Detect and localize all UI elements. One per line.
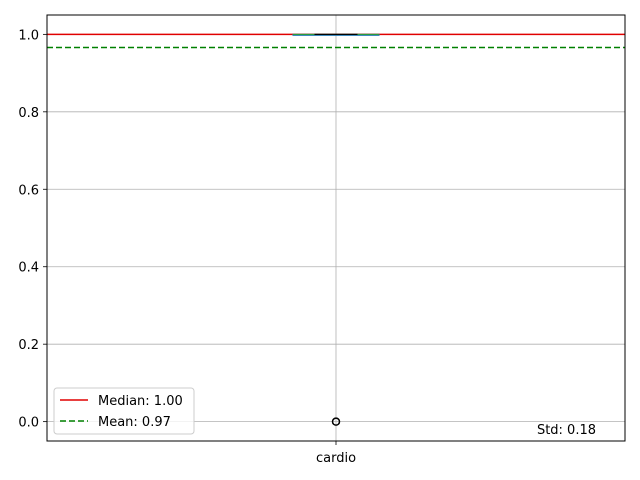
y-tick-label: 0.2 xyxy=(18,338,39,353)
legend-mean-label: Mean: 0.97 xyxy=(98,415,171,430)
grid-lines xyxy=(47,15,625,441)
axis-ticks: 0.0 0.2 0.4 0.6 0.8 1.0 cardio xyxy=(18,28,356,466)
legend-box xyxy=(53,387,195,435)
legend: Median: 1.00 Mean: 0.97 xyxy=(53,387,195,435)
y-tick-label: 0.8 xyxy=(18,106,39,121)
box-group xyxy=(292,33,380,426)
x-tick-label: cardio xyxy=(316,451,356,466)
y-tick-label: 0.6 xyxy=(18,183,39,198)
std-annotation: Std: 0.18 xyxy=(537,423,596,438)
outlier-point xyxy=(331,417,341,426)
y-tick-label: 1.0 xyxy=(18,28,39,43)
legend-median-label: Median: 1.00 xyxy=(98,394,183,409)
y-tick-label: 0.0 xyxy=(18,416,39,431)
y-tick-label: 0.4 xyxy=(18,261,39,276)
